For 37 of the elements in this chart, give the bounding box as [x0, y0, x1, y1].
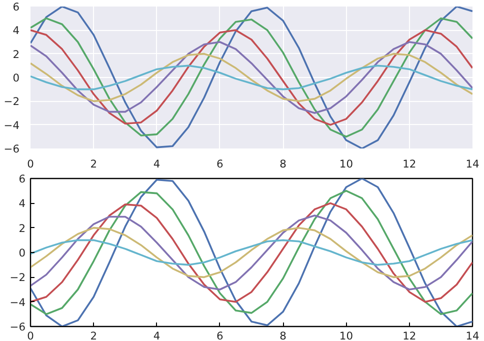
y-tick-label: −4 — [10, 296, 26, 309]
x-tick-label: 0 — [27, 158, 34, 170]
y-tick-label: −6 — [4, 142, 20, 156]
y-tick-label: 0 — [18, 246, 26, 260]
y-tick-label: 4 — [12, 24, 20, 38]
x-tick-label: 8 — [280, 158, 287, 170]
x-tick-label: 14 — [466, 330, 480, 341]
y-tick-label: 6 — [12, 0, 20, 14]
x-tick-label: 6 — [216, 330, 224, 341]
y-tick-label: 0 — [12, 72, 20, 84]
y-tick-label: 2 — [18, 222, 26, 235]
y-tick-label: 4 — [18, 197, 26, 210]
y-tick-label: 2 — [12, 48, 20, 61]
line-series — [30, 239, 472, 266]
x-tick-label: 0 — [27, 330, 34, 341]
x-tick-label: 6 — [216, 158, 224, 170]
x-tick-label: 4 — [153, 158, 160, 170]
y-tick-label: −4 — [4, 118, 20, 132]
x-tick-label: 2 — [90, 158, 98, 170]
line-series — [30, 52, 472, 102]
y-tick-label: 6 — [18, 172, 26, 186]
x-tick-label: 10 — [339, 330, 354, 341]
y-tick-label: −6 — [10, 320, 26, 334]
line-series — [30, 64, 472, 90]
x-tick-label: 4 — [153, 330, 160, 341]
x-tick-label: 14 — [466, 158, 480, 170]
line-series — [30, 226, 472, 278]
line-series — [30, 41, 472, 114]
x-tick-label: 12 — [402, 158, 416, 170]
line-series — [30, 202, 472, 303]
x-tick-label: 12 — [402, 330, 416, 341]
x-tick-label: 10 — [339, 158, 354, 170]
x-tick-label: 8 — [280, 330, 287, 341]
x-tick-label: 2 — [90, 330, 98, 341]
y-tick-label: −2 — [4, 95, 20, 108]
y-tick-label: −2 — [10, 271, 26, 284]
line-series — [30, 214, 472, 290]
